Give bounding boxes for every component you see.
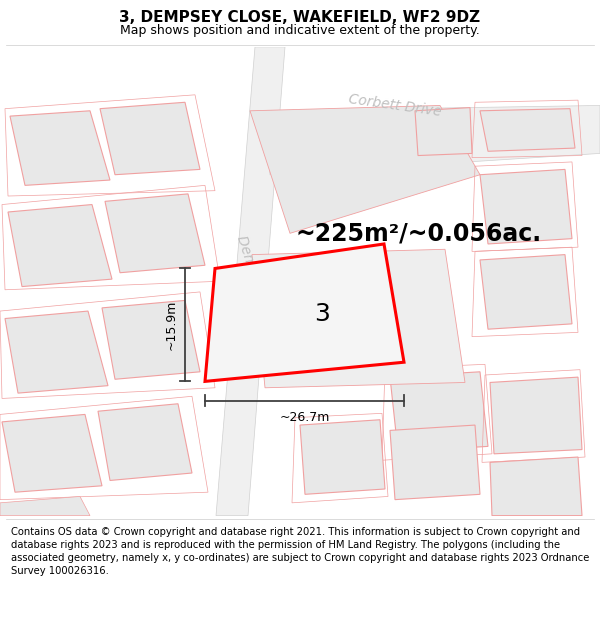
Text: 3, DEMPSEY CLOSE, WAKEFIELD, WF2 9DZ: 3, DEMPSEY CLOSE, WAKEFIELD, WF2 9DZ — [119, 10, 481, 25]
Polygon shape — [490, 457, 582, 516]
Polygon shape — [100, 102, 200, 175]
Polygon shape — [105, 194, 205, 272]
Text: ~225m²/~0.056ac.: ~225m²/~0.056ac. — [295, 221, 541, 245]
Polygon shape — [480, 169, 572, 244]
Polygon shape — [480, 254, 572, 329]
Polygon shape — [250, 106, 480, 233]
Polygon shape — [216, 47, 285, 516]
Text: ~26.7m: ~26.7m — [280, 411, 329, 424]
Polygon shape — [0, 496, 90, 516]
Text: Dempsey Close: Dempsey Close — [234, 233, 280, 340]
Polygon shape — [10, 111, 110, 186]
Polygon shape — [300, 420, 385, 494]
Text: Corbett Drive: Corbett Drive — [347, 92, 442, 119]
Text: Contains OS data © Crown copyright and database right 2021. This information is : Contains OS data © Crown copyright and d… — [11, 526, 589, 576]
Polygon shape — [265, 106, 600, 175]
Text: 3: 3 — [314, 302, 330, 326]
Polygon shape — [390, 372, 488, 452]
Polygon shape — [490, 377, 582, 454]
Polygon shape — [98, 404, 192, 481]
Polygon shape — [5, 311, 108, 393]
Polygon shape — [102, 301, 200, 379]
Polygon shape — [8, 204, 112, 287]
Polygon shape — [205, 244, 404, 381]
Polygon shape — [415, 107, 472, 156]
Polygon shape — [480, 109, 575, 151]
Polygon shape — [252, 249, 465, 388]
Polygon shape — [2, 414, 102, 492]
Text: ~15.9m: ~15.9m — [165, 300, 178, 350]
Text: Map shows position and indicative extent of the property.: Map shows position and indicative extent… — [120, 24, 480, 36]
Polygon shape — [390, 425, 480, 499]
